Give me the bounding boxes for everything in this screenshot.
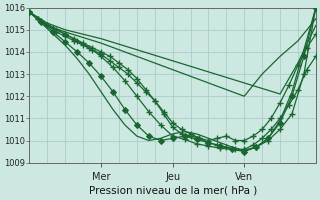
- X-axis label: Pression niveau de la mer( hPa ): Pression niveau de la mer( hPa ): [89, 186, 257, 196]
